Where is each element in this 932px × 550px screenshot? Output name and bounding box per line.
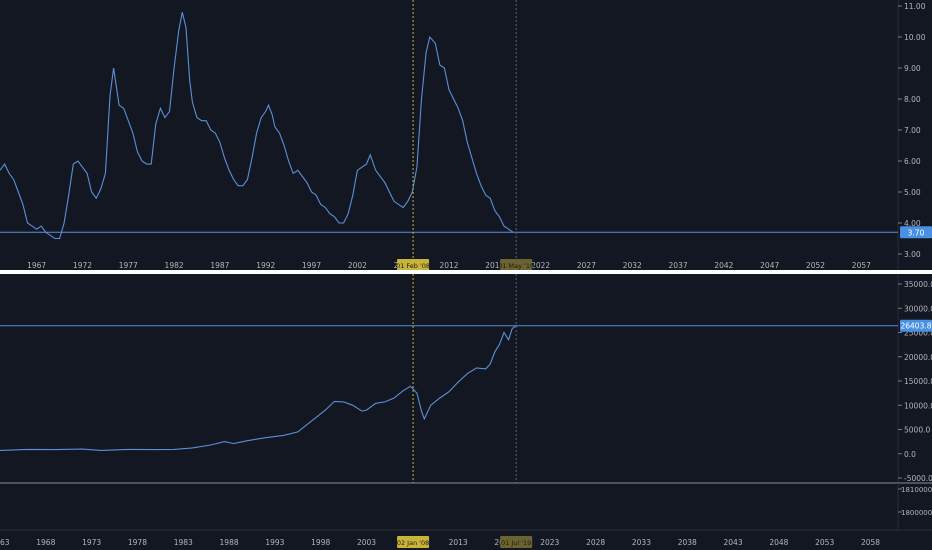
indicator-pane[interactable]: 1810000.0 1800000.0 [0,482,932,531]
y-tick-label: 8.00 [904,95,921,104]
y-tick-label: 30000.0 [904,304,932,313]
x-tick-label: 2048 [769,538,788,547]
x-tick-label: 1997 [302,261,321,270]
y-tick-label: -5000.0 [904,474,932,483]
x-tick-label: 2022 [531,261,550,270]
crosshair-date-label: 02 Jan '08 [397,539,429,547]
pane-separator[interactable] [0,270,932,274]
y-tick-label: 5000.0 [904,426,930,435]
x-tick-label: 2058 [861,538,880,547]
y-tick-label: 20000.0 [904,353,932,362]
bottom-pane[interactable]: 35000.0 30000.0 25000.0 20000.0 15000.0 10000… [0,274,932,548]
x-tick-label: 1982 [165,261,184,270]
x-tick-label: 2057 [852,261,871,270]
x-tick-label: 2013 [449,538,468,547]
y-tick-label: 10000.0 [904,401,932,410]
x-tick-label: 2037 [669,261,688,270]
x-tick-label: 2002 [348,261,367,270]
x-tick-label: 2032 [623,261,642,270]
crosshair-date-label: 01 Jul '19 [501,539,531,547]
y-tick-label: 1810000.0 [901,486,932,494]
y-tick-label: 35000.0 [904,280,932,289]
last-price-badge [900,319,932,332]
x-tick-label: 1978 [128,538,147,547]
x-tick-label: 2028 [586,538,605,547]
y-tick-label: 6.00 [904,157,921,166]
x-tick-label: 2047 [760,261,779,270]
crosshair-date-badge [500,259,533,271]
x-tick-label: 1988 [220,538,239,547]
x-tick-label: 2042 [714,261,733,270]
x-tick-label: 1992 [256,261,275,270]
y-tick-label: 5.00 [904,188,921,197]
x-tick-label: 1967 [27,261,46,270]
x-tick-label: 1987 [210,261,229,270]
x-tick-label: 2027 [577,261,596,270]
series-line[interactable] [0,12,514,240]
y-tick-label: 3.00 [904,250,921,259]
x-tick-label: 2012 [439,261,458,270]
y-tick-label: 11.00 [904,2,926,11]
x-tick-label: 2003 [357,538,376,547]
crosshair-date-badge [500,536,533,548]
y-tick-label: 9.00 [904,64,921,73]
x-tick-label: 2038 [678,538,697,547]
x-tick-label: 1968 [36,538,55,547]
x-tick-label: 1983 [174,538,193,547]
last-price-badge [900,226,932,239]
y-tick-label: 25000.0 [904,329,932,338]
y-tick-label: 15000.0 [904,377,932,386]
y-tick-label: 0.0 [904,450,916,459]
crosshair-date-badge [397,536,430,548]
last-price-label: 26403.8 [900,322,931,331]
x-tick-label: 2043 [724,538,743,547]
x-tick-label: 1972 [73,261,92,270]
top-pane[interactable]: 11.00 10.00 9.00 8.00 7.00 6.00 5.00 4.00 3.00 3.… [0,0,932,271]
y-tick-label: 7.00 [904,126,921,135]
x-tick-label: 1977 [119,261,138,270]
x-tick-label: 2052 [806,261,825,270]
x-tick-label: 1993 [265,538,284,547]
y-tick-label: 4.00 [904,219,921,228]
x-tick-label: 2017 [485,261,504,270]
y-tick-label: 10.00 [904,33,926,42]
y-tick-label: 1800000.0 [901,509,932,517]
x-tick-label: 1998 [311,538,330,547]
last-price-label: 3.70 [908,228,925,237]
crosshair-date-label: 01 May '19 [498,262,534,270]
crosshair-date-label: 01 Feb '08 [396,262,430,270]
x-tick-label: 2053 [815,538,834,547]
x-tick-label: 1973 [82,538,101,547]
x-tick-label: 2023 [540,538,559,547]
series-line[interactable] [0,325,517,451]
crosshair-date-badge [397,259,430,271]
x-tick-label: 2033 [632,538,651,547]
x-tick-label: 1963 [0,538,10,547]
